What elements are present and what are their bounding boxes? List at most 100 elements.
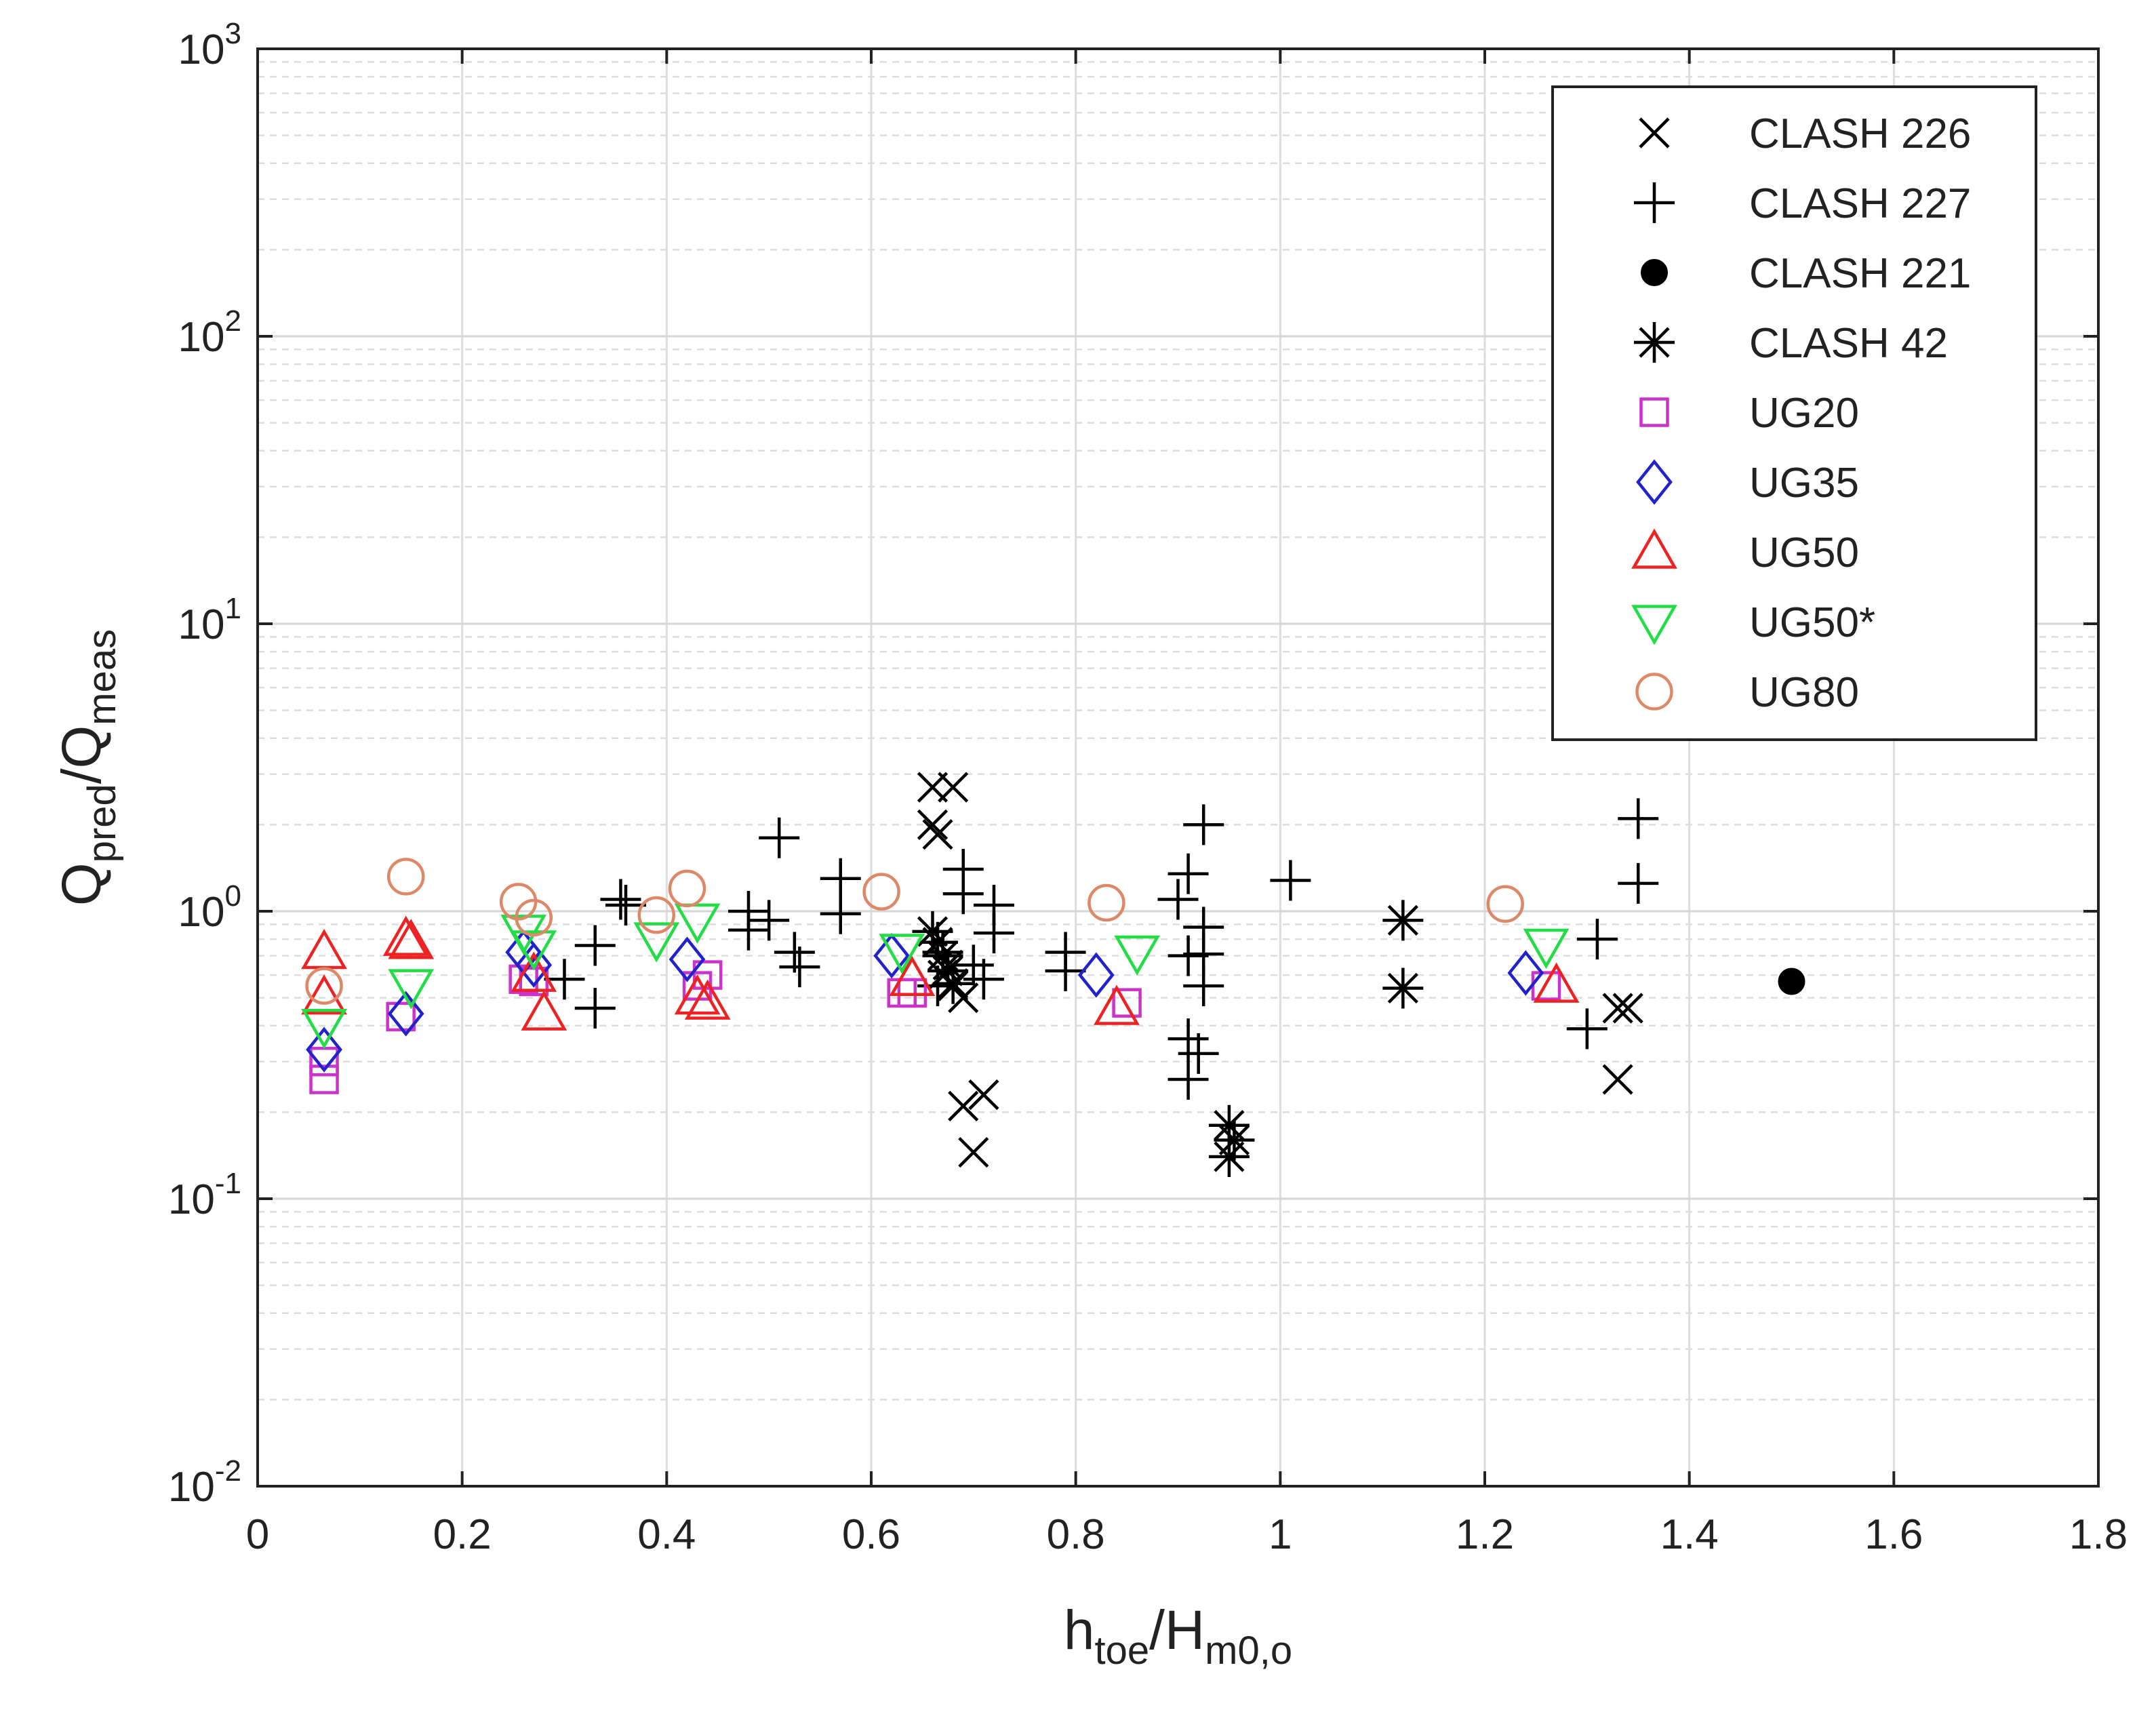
- data-point: [1045, 951, 1086, 992]
- legend-item: UG80: [1635, 669, 1859, 716]
- legend-label: CLASH 42: [1749, 320, 1948, 367]
- y-axis-title-sub2: meas: [80, 629, 124, 725]
- data-point: [912, 911, 953, 952]
- y-axis-title-sub: pred: [80, 784, 124, 862]
- x-tick-label: 1.2: [1456, 1511, 1514, 1558]
- legend-marker: [1631, 528, 1677, 569]
- data-point: [301, 974, 347, 1015]
- series-ug50-: [301, 903, 1570, 1050]
- y-tick-label: 101: [178, 592, 241, 648]
- data-point: [1566, 1008, 1608, 1050]
- data-point: [1602, 1064, 1633, 1095]
- data-point: [1167, 935, 1209, 976]
- data-point: [511, 930, 557, 971]
- series-ug80: [305, 858, 1524, 1005]
- data-point: [521, 990, 567, 1031]
- data-point: [515, 898, 553, 937]
- data-point: [917, 921, 959, 963]
- data-point: [938, 772, 969, 803]
- data-point: [515, 942, 553, 988]
- data-point: [1183, 804, 1224, 845]
- data-point: [968, 1079, 999, 1111]
- data-point: [897, 978, 927, 1008]
- legend-item: CLASH 227: [1634, 180, 1971, 227]
- data-point: [637, 896, 675, 934]
- data-point: [674, 903, 721, 944]
- data-point: [927, 951, 969, 992]
- data-point: [600, 879, 641, 920]
- data-point: [668, 936, 706, 982]
- y-tick-label: 100: [178, 879, 241, 936]
- data-point: [1612, 993, 1643, 1024]
- series-clash-226: [917, 772, 1643, 1168]
- data-point: [748, 900, 790, 941]
- data-point: [1382, 968, 1424, 1009]
- data-point: [779, 946, 820, 988]
- data-point: [668, 869, 706, 908]
- data-point: [1178, 1033, 1219, 1074]
- y-axis-title: Qpred/Qmeas: [51, 629, 124, 906]
- legend: CLASH 226 CLASH 227 CLASH 221 CLASH 42 UG20 U…: [1551, 85, 2037, 741]
- data-point: [932, 963, 974, 1004]
- data-point: [879, 934, 925, 974]
- legend-label: UG80: [1749, 669, 1859, 716]
- data-point: [1157, 879, 1199, 920]
- data-point: [1208, 1104, 1250, 1146]
- legend-item: CLASH 226: [1639, 111, 1971, 157]
- legend-item: UG50: [1631, 528, 1859, 576]
- series-clash-221: [1778, 968, 1805, 995]
- series-clash-42: [912, 900, 1424, 1178]
- data-point: [873, 933, 911, 979]
- data-point: [684, 979, 731, 1020]
- x-tick-label: 1.8: [2069, 1511, 2128, 1558]
- legend-label: UG50: [1749, 530, 1859, 576]
- data-point: [922, 935, 963, 976]
- x-tick-label: 0.8: [1047, 1511, 1105, 1558]
- data-point: [1167, 853, 1209, 894]
- legend-marker: [1639, 117, 1670, 148]
- data-point: [889, 955, 936, 997]
- legend-item: UG35: [1636, 459, 1859, 506]
- data-point: [862, 873, 900, 911]
- data-point: [388, 969, 435, 1010]
- data-point: [605, 885, 646, 926]
- x-tick-label: 1.6: [1864, 1511, 1923, 1558]
- data-point: [305, 967, 343, 1005]
- legend-item: CLASH 42: [1634, 320, 1948, 367]
- data-point: [382, 915, 429, 956]
- data-point: [958, 1136, 989, 1168]
- data-point: [1112, 988, 1142, 1018]
- data-point: [511, 951, 557, 992]
- data-point: [309, 1064, 339, 1094]
- y-tick-label: 10-1: [168, 1167, 241, 1223]
- data-point: [1183, 965, 1224, 1007]
- x-tick-label: 1: [1269, 1511, 1292, 1558]
- data-point: [922, 819, 953, 850]
- data-point: [820, 858, 861, 899]
- legend-label: CLASH 226: [1749, 111, 1971, 157]
- legend-box: [1551, 85, 2037, 741]
- data-point: [1087, 883, 1125, 922]
- x-axis-title: htoe/Hm0,o: [1064, 1599, 1292, 1673]
- data-point: [386, 858, 425, 896]
- data-point: [759, 817, 800, 858]
- data-point: [1486, 885, 1524, 923]
- series-clash-227: [544, 798, 1659, 1100]
- legend-marker: [1635, 673, 1673, 711]
- data-point: [1214, 1119, 1255, 1161]
- series-ug50: [301, 915, 1580, 1031]
- data-point: [1576, 919, 1618, 960]
- legend-label: CLASH 221: [1749, 250, 1971, 297]
- data-point: [301, 1008, 347, 1050]
- data-point: [387, 991, 424, 1037]
- legend-marker: [1639, 397, 1669, 427]
- y-tick-label: 10-2: [168, 1454, 241, 1511]
- data-point: [1270, 860, 1311, 901]
- x-tick-label: 0.4: [637, 1511, 696, 1558]
- legend-marker: [1634, 322, 1675, 363]
- x-tick-label: 0: [246, 1511, 269, 1558]
- data-point: [388, 919, 435, 959]
- legend-label: UG50*: [1749, 599, 1875, 646]
